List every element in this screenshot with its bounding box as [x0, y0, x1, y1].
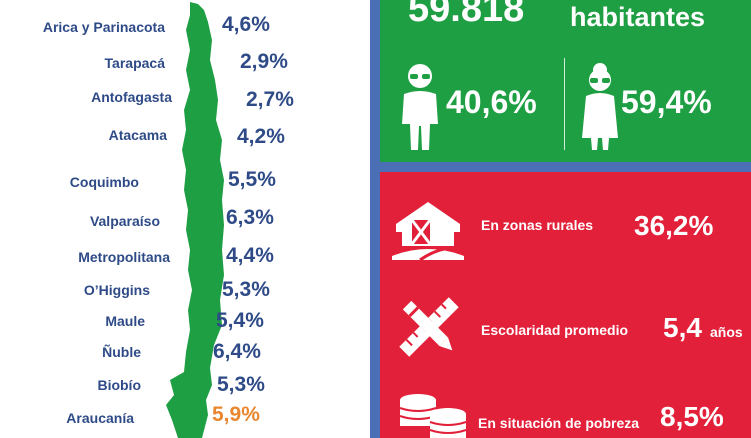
elderly-man-icon	[402, 64, 438, 150]
region-label-araucania: Araucanía	[66, 410, 134, 426]
rural-value: 36,2%	[634, 210, 714, 241]
region-value-ohiggins: 5,3%	[222, 278, 270, 301]
region-value-antofagasta: 2,7%	[246, 88, 294, 111]
region-value-biobio: 5,3%	[217, 373, 265, 396]
region-label-biobio: Biobío	[97, 377, 141, 393]
region-value-arica: 4,6%	[222, 13, 270, 36]
region-value-metropolitana: 4,4%	[226, 244, 274, 267]
region-value-tarapaca: 2,9%	[240, 50, 288, 73]
region-value-atacama: 4,2%	[237, 125, 285, 148]
population-unit: habitantes	[570, 2, 706, 32]
region-label-antofagasta: Antofagasta	[91, 89, 172, 105]
gender-divider	[564, 58, 565, 150]
rural-label: En zonas rurales	[481, 217, 594, 233]
region-label-atacama: Atacama	[108, 127, 167, 143]
regions-map-section: Arica y Parinacota 4,6% Tarapacá 2,9% An…	[0, 0, 370, 438]
chile-map-icon	[166, 2, 224, 438]
population-total: 59.818	[408, 0, 525, 30]
region-label-tarapaca: Tarapacá	[104, 55, 165, 71]
region-label-nuble: Ñuble	[102, 344, 141, 360]
schooling-value: 5,4	[663, 312, 702, 343]
schooling-label: Escolaridad promedio	[481, 322, 629, 338]
region-label-coquimbo: Coquimbo	[69, 174, 139, 190]
elderly-woman-icon	[582, 63, 618, 150]
region-value-araucania: 5,9%	[212, 403, 260, 426]
indicators-panel: En zonas rurales 36,2% Escolaridad prome…	[380, 172, 751, 438]
region-label-metropolitana: Metropolitana	[78, 249, 170, 265]
region-value-nuble: 6,4%	[213, 340, 261, 363]
barn-icon	[392, 202, 464, 262]
population-panel: 59.818 habitantes 40,6% 59,4%	[380, 0, 751, 162]
region-label-ohiggins: O’Higgins	[83, 282, 150, 298]
coins-icon	[399, 394, 467, 438]
region-label-maule: Maule	[105, 313, 145, 329]
female-percentage: 59,4%	[621, 84, 712, 120]
schooling-unit: años	[710, 324, 743, 340]
poverty-value: 8,5%	[660, 401, 724, 432]
region-label-arica: Arica y Parinacota	[42, 19, 165, 35]
region-value-valparaiso: 6,3%	[226, 206, 274, 229]
poverty-label: En situación de pobreza	[478, 415, 640, 431]
pencil-ruler-icon	[399, 297, 459, 357]
male-percentage: 40,6%	[446, 84, 537, 120]
region-label-valparaiso: Valparaíso	[89, 213, 160, 229]
region-value-coquimbo: 5,5%	[228, 168, 276, 191]
region-value-maule: 5,4%	[216, 309, 264, 332]
